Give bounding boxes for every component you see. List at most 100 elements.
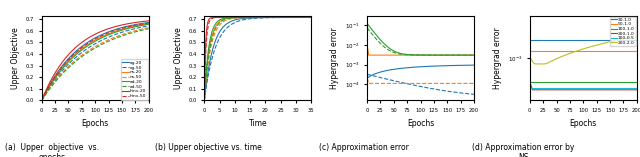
200-1.0: [604, 89, 611, 91]
Line: ns-20: ns-20: [42, 24, 148, 100]
ns-20: [72, 52, 80, 54]
cg-20: [431, 65, 438, 67]
X-axis label: Epochs: Epochs: [570, 119, 597, 128]
100-0.5: [568, 87, 576, 89]
cg-20: [72, 50, 80, 52]
ad-20: [38, 100, 45, 101]
ad-50: [115, 36, 123, 38]
50-1.0: [561, 50, 568, 52]
Line: ad-50: ad-50: [42, 29, 148, 100]
100-1.0: [633, 81, 640, 83]
cg-20: [105, 31, 113, 33]
200-2.0: [604, 41, 611, 43]
cg-50: [72, 56, 80, 58]
hinv-50: [116, 28, 124, 30]
ad-50: [80, 54, 88, 56]
30-1.0: [539, 39, 547, 41]
ad-50: [51, 82, 58, 84]
ad-20: [116, 30, 124, 32]
hinv-50: [38, 100, 45, 101]
Line: ad-20: ad-20: [42, 24, 148, 100]
hinv-50: [115, 28, 123, 30]
hinv-50: [145, 22, 152, 24]
Line: cg-50: cg-50: [367, 75, 474, 94]
ad-20: [80, 47, 88, 49]
200-2.0: [633, 35, 640, 37]
50-1.0: [633, 50, 640, 52]
ns-50: [115, 35, 123, 37]
Line: cg-20: cg-20: [42, 22, 148, 100]
hinv-20: [72, 46, 80, 48]
ad-20: [431, 54, 438, 56]
ns-20: [363, 45, 371, 47]
cg-50: [470, 93, 478, 95]
hinv-20: [116, 25, 124, 27]
ns-50: [72, 58, 80, 60]
Line: ns-50: ns-50: [367, 78, 474, 83]
200-2.0: [593, 44, 601, 46]
100-1.0: [561, 81, 568, 83]
ad-50: [431, 54, 438, 56]
ns-20: [38, 100, 45, 101]
100-0.5: [593, 87, 601, 89]
hinv-50: [80, 45, 88, 47]
100-0.5: [603, 87, 611, 89]
X-axis label: Epochs: Epochs: [81, 119, 109, 128]
Text: (b) Upper objective vs. time: (b) Upper objective vs. time: [155, 143, 261, 152]
ad-20: [440, 54, 448, 56]
Line: cg-50: cg-50: [42, 26, 148, 100]
ad-50: [440, 54, 448, 56]
hinv-20: [115, 25, 123, 27]
50-1.0: [568, 50, 576, 52]
cg-20: [440, 65, 448, 67]
Line: 200-2.0: 200-2.0: [530, 36, 637, 64]
Y-axis label: Hypergrad error: Hypergrad error: [330, 27, 339, 89]
ns-50: [363, 77, 371, 79]
200-1.0: [526, 81, 534, 83]
ns-50: [441, 82, 449, 84]
Line: 200-1.0: 200-1.0: [530, 82, 637, 90]
ns-50: [365, 82, 372, 84]
ad-20: [145, 23, 152, 25]
Legend: 30-1.0, 50-1.0, 100-1.0, 200-1.0, 100-0.5, 200-2.0: 30-1.0, 50-1.0, 100-1.0, 200-1.0, 100-0.…: [610, 17, 636, 46]
ns-50: [105, 39, 113, 41]
ad-50: [406, 54, 413, 56]
cg-20: [145, 22, 152, 23]
hinv-50: [72, 51, 80, 53]
cg-20: [38, 100, 45, 101]
hinv-20: [105, 28, 113, 30]
cg-50: [38, 100, 45, 101]
ns-20: [105, 33, 113, 35]
200-2.0: [534, 63, 541, 65]
ns-20: [51, 77, 58, 79]
50-1.0: [603, 50, 611, 52]
cg-20: [116, 27, 124, 29]
100-0.5: [561, 87, 568, 89]
200-1.0: [561, 89, 569, 91]
100-1.0: [526, 81, 534, 83]
ad-20: [363, 22, 371, 24]
ns-50: [38, 100, 45, 101]
200-2.0: [561, 54, 569, 56]
cg-50: [105, 36, 113, 38]
ns-50: [441, 82, 449, 84]
100-1.0: [604, 81, 611, 83]
ns-20: [80, 46, 88, 48]
cg-20: [470, 64, 478, 66]
Line: ad-20: ad-20: [367, 23, 474, 55]
100-1.0: [568, 81, 576, 83]
Line: hinv-50: hinv-50: [42, 23, 148, 100]
30-1.0: [633, 39, 640, 41]
ns-50: [116, 35, 124, 36]
cg-50: [80, 50, 88, 52]
hinv-20: [80, 40, 88, 42]
ns-20: [376, 54, 384, 56]
200-2.0: [568, 51, 576, 53]
ad-20: [398, 53, 406, 55]
200-1.0: [633, 89, 640, 91]
ns-20: [365, 54, 372, 56]
30-1.0: [604, 39, 611, 41]
cg-20: [398, 67, 406, 69]
ad-20: [72, 53, 80, 55]
hinv-50: [105, 32, 113, 34]
